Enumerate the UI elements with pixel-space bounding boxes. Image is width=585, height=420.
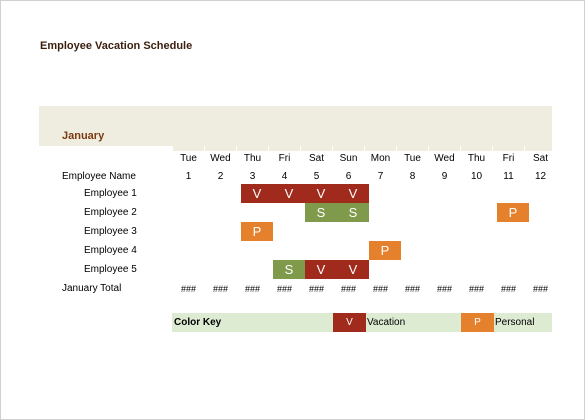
total-cell: ###	[500, 284, 517, 294]
day-number: 11	[503, 171, 514, 182]
column-separator	[236, 146, 237, 168]
column-separator	[268, 146, 269, 168]
total-cell: ###	[276, 284, 293, 294]
day-number: 2	[217, 171, 224, 182]
vacation-key-label: Vacation	[367, 317, 406, 328]
vacation-swatch: V	[333, 313, 366, 332]
day-name: Fri	[269, 151, 300, 168]
schedule-mark[interactable]: V	[337, 184, 369, 203]
header-band	[39, 106, 552, 146]
day-name: Wed	[429, 151, 460, 168]
total-cell: ###	[180, 284, 197, 294]
column-separator	[300, 146, 301, 168]
day-number: 10	[470, 171, 483, 182]
schedule-mark[interactable]: V	[305, 184, 337, 203]
schedule-mark[interactable]: S	[273, 260, 305, 279]
day-number: 12	[534, 171, 547, 182]
day-number: 9	[441, 171, 448, 182]
day-number: 1	[185, 171, 192, 182]
day-name: Sat	[301, 151, 332, 168]
schedule-mark[interactable]: S	[337, 203, 369, 222]
schedule-mark[interactable]: V	[305, 260, 337, 279]
document-title: Employee Vacation Schedule	[40, 40, 193, 52]
day-name: Thu	[461, 151, 492, 168]
day-number: 8	[409, 171, 416, 182]
total-label: January Total	[62, 283, 122, 294]
day-number: 3	[249, 171, 256, 182]
schedule-mark[interactable]: P	[369, 241, 401, 260]
schedule-mark[interactable]: S	[305, 203, 337, 222]
day-name: Tue	[173, 151, 204, 168]
column-separator	[332, 146, 333, 168]
column-separator	[364, 146, 365, 168]
total-cell: ###	[340, 284, 357, 294]
column-separator	[492, 146, 493, 168]
column-separator	[460, 146, 461, 168]
day-name: Wed	[205, 151, 236, 168]
day-name: Tue	[397, 151, 428, 168]
total-cell: ###	[404, 284, 421, 294]
total-cell: ###	[308, 284, 325, 294]
total-cell: ###	[532, 284, 549, 294]
schedule-mark[interactable]: P	[241, 222, 273, 241]
employee-name: Employee 1	[84, 188, 137, 199]
employee-name-header: Employee Name	[62, 171, 136, 182]
day-name: Sat	[525, 151, 556, 168]
day-number: 4	[281, 171, 288, 182]
month-label: January	[62, 130, 105, 142]
employee-name: Employee 3	[84, 226, 137, 237]
day-number: 7	[377, 171, 384, 182]
total-cell: ###	[436, 284, 453, 294]
employee-name: Employee 2	[84, 207, 137, 218]
day-name: Thu	[237, 151, 268, 168]
employee-name: Employee 4	[84, 245, 137, 256]
column-separator	[396, 146, 397, 168]
personal-swatch: P	[461, 313, 494, 332]
personal-key-label: Personal	[495, 317, 535, 328]
total-cell: ###	[212, 284, 229, 294]
schedule-mark[interactable]: V	[273, 184, 305, 203]
column-separator	[204, 146, 205, 168]
total-cell: ###	[372, 284, 389, 294]
schedule-mark[interactable]: V	[337, 260, 369, 279]
color-key-title: Color Key	[174, 317, 222, 328]
employee-name: Employee 5	[84, 264, 137, 275]
day-name: Mon	[365, 151, 396, 168]
total-cell: ###	[244, 284, 261, 294]
schedule-mark[interactable]: P	[497, 203, 529, 222]
schedule-mark[interactable]: V	[241, 184, 273, 203]
total-cell: ###	[468, 284, 485, 294]
column-separator	[524, 146, 525, 168]
day-name: Fri	[493, 151, 524, 168]
day-number: 5	[313, 171, 320, 182]
day-name: Sun	[333, 151, 364, 168]
day-number: 6	[345, 171, 352, 182]
column-separator	[428, 146, 429, 168]
